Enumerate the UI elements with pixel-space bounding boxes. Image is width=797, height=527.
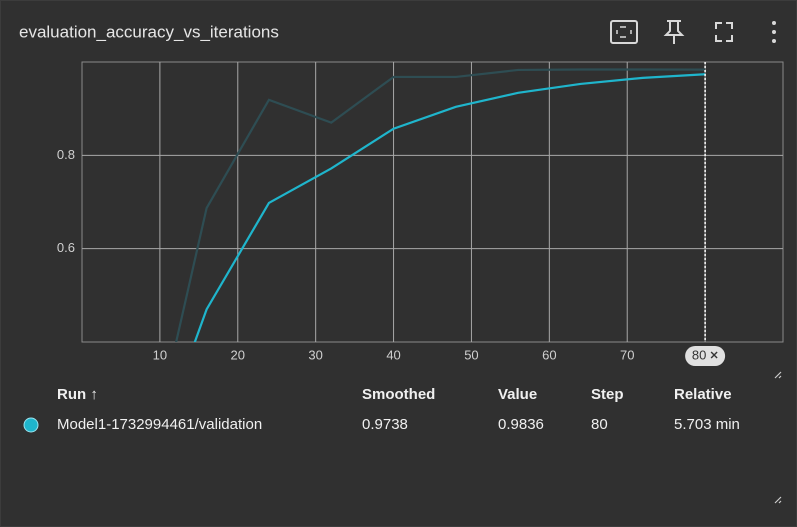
- column-header: Run ↑: [57, 386, 98, 403]
- y-tick-label: 0.8: [57, 147, 75, 162]
- menu-button[interactable]: [772, 21, 776, 43]
- hover-close-icon: [710, 351, 718, 359]
- table-cell: 5.703 min: [674, 416, 740, 433]
- table-cell: 80: [591, 416, 608, 433]
- foreground: 0.6 0.8 10 20 30 40 50 60 70 80: [57, 62, 726, 366]
- column-header: Smoothed: [362, 386, 435, 403]
- run-color-swatch: [23, 417, 39, 433]
- toolbar: [610, 20, 776, 44]
- table-cell: Model1-1732994461/validation: [57, 416, 262, 433]
- hover-badge-label: 80: [692, 347, 706, 362]
- y-tick-label: 0.6: [57, 240, 75, 255]
- fit-domain-button[interactable]: [610, 20, 638, 44]
- column-header: Value: [498, 386, 537, 403]
- x-tick-label: 30: [308, 347, 322, 362]
- chart-title: evaluation_accuracy_vs_iterations: [19, 22, 279, 41]
- x-tick-label: 70: [620, 347, 634, 362]
- column-header: Step: [591, 386, 624, 403]
- table-cell: 0.9836: [498, 416, 544, 433]
- x-tick-label: 20: [231, 347, 245, 362]
- pin-button[interactable]: [663, 20, 685, 44]
- column-header: Relative: [674, 386, 732, 403]
- table-cell: 0.9738: [362, 416, 408, 433]
- hover-badge: [685, 346, 726, 366]
- resize-handle[interactable]: [774, 496, 782, 504]
- fullscreen-button[interactable]: [715, 22, 733, 42]
- series-line: [175, 68, 706, 342]
- x-tick-label: 60: [542, 347, 556, 362]
- x-tick-label: 50: [464, 347, 478, 362]
- x-tick-label: 10: [153, 347, 167, 362]
- plot-frame: [81, 61, 784, 343]
- resize-handle[interactable]: [774, 371, 782, 379]
- plot-lines: [175, 68, 706, 342]
- series-line: [193, 73, 706, 342]
- x-tick-label: 40: [386, 347, 400, 362]
